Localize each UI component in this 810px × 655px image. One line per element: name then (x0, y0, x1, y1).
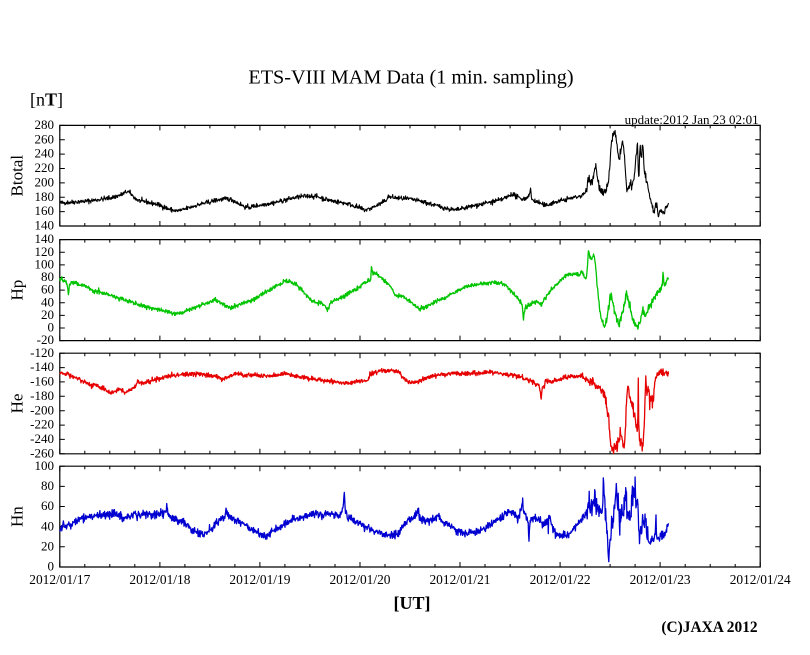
svg-text:[UT]: [UT] (394, 593, 431, 613)
svg-text:180: 180 (35, 189, 55, 204)
svg-text:220: 220 (35, 160, 55, 175)
svg-text:40: 40 (41, 518, 54, 533)
svg-text:140: 140 (35, 218, 55, 233)
svg-text:He: He (7, 394, 26, 414)
svg-text:-180: -180 (30, 388, 54, 403)
svg-text:40: 40 (41, 294, 54, 309)
svg-text:-20: -20 (37, 332, 54, 347)
svg-text:2012/01/18: 2012/01/18 (129, 572, 190, 587)
svg-text:260: 260 (35, 131, 55, 146)
svg-text:160: 160 (35, 203, 55, 218)
svg-text:-140: -140 (30, 359, 54, 374)
svg-text:-260: -260 (30, 445, 54, 460)
svg-text:100: 100 (35, 257, 55, 272)
svg-text:2012/01/22: 2012/01/22 (530, 572, 591, 587)
svg-text:100: 100 (35, 458, 55, 473)
svg-text:ETS-VIII MAM Data (1 min. samp: ETS-VIII MAM Data (1 min. sampling) (248, 67, 573, 89)
svg-text:0: 0 (48, 320, 55, 335)
svg-text:Hn: Hn (7, 506, 26, 527)
svg-text:280: 280 (35, 117, 55, 132)
svg-text:140: 140 (35, 231, 55, 246)
svg-text:Btotal: Btotal (7, 155, 26, 197)
svg-text:-120: -120 (30, 345, 54, 360)
svg-text:120: 120 (35, 244, 55, 259)
svg-text:240: 240 (35, 146, 55, 161)
svg-text:-240: -240 (30, 431, 54, 446)
svg-text:2012/01/20: 2012/01/20 (329, 572, 390, 587)
svg-text:-220: -220 (30, 417, 54, 432)
svg-text:[nT]: [nT] (30, 89, 63, 109)
svg-text:2012/01/21: 2012/01/21 (429, 572, 490, 587)
svg-text:2012/01/17: 2012/01/17 (29, 572, 90, 587)
svg-text:60: 60 (41, 282, 54, 297)
svg-text:2012/01/24: 2012/01/24 (730, 572, 791, 587)
svg-text:2012/01/23: 2012/01/23 (630, 572, 691, 587)
svg-text:200: 200 (35, 175, 55, 190)
svg-text:80: 80 (41, 269, 54, 284)
svg-text:60: 60 (41, 498, 54, 513)
svg-text:20: 20 (41, 307, 54, 322)
svg-text:Hp: Hp (7, 280, 26, 301)
svg-text:20: 20 (41, 538, 54, 553)
svg-text:-200: -200 (30, 402, 54, 417)
svg-text:update:2012 Jan 23 02:01: update:2012 Jan 23 02:01 (625, 112, 759, 127)
svg-text:2012/01/19: 2012/01/19 (229, 572, 290, 587)
svg-text:0: 0 (48, 559, 55, 574)
svg-text:80: 80 (41, 478, 54, 493)
svg-text:-160: -160 (30, 374, 54, 389)
svg-text:(C)JAXA 2012: (C)JAXA 2012 (661, 619, 757, 636)
